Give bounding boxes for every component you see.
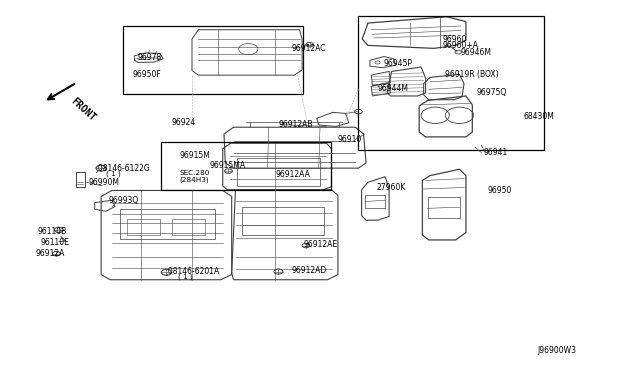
Text: 96960: 96960 [443, 35, 467, 44]
Text: 96924: 96924 [172, 118, 196, 126]
Text: 96946M: 96946M [461, 48, 492, 57]
Text: 96944M: 96944M [378, 84, 408, 93]
Text: 96912AA: 96912AA [275, 170, 310, 179]
Text: 96110B: 96110B [37, 227, 67, 236]
Bar [365, 195, 385, 208]
Bar [76, 172, 85, 187]
Text: ¸08146-6201A: ¸08146-6201A [165, 266, 220, 275]
Text: 96975Q: 96975Q [477, 88, 507, 97]
Text: J96900W3: J96900W3 [538, 346, 577, 355]
Text: 96941: 96941 [483, 148, 508, 157]
Text: ( 1 ): ( 1 ) [178, 273, 193, 280]
Text: 96950F: 96950F [132, 70, 161, 79]
Bar [242, 207, 324, 235]
Bar [172, 219, 205, 235]
Text: 96919R (BOX): 96919R (BOX) [445, 70, 499, 79]
Text: 96912A: 96912A [35, 249, 65, 258]
Text: ( 1 ): ( 1 ) [106, 170, 120, 177]
Bar [237, 158, 320, 186]
Text: 96915M: 96915M [179, 151, 210, 160]
Bar [161, 142, 331, 190]
Bar [358, 16, 544, 150]
Text: 96912AC: 96912AC [291, 44, 326, 53]
Text: 96912AD: 96912AD [291, 266, 326, 275]
Text: 96910: 96910 [338, 135, 362, 144]
Bar [428, 197, 460, 218]
Bar [127, 219, 160, 235]
Bar [123, 26, 303, 94]
Text: 27960K: 27960K [376, 183, 406, 192]
Text: SEC.280: SEC.280 [179, 170, 209, 176]
Text: 96110E: 96110E [40, 238, 69, 247]
Text: 96915MA: 96915MA [210, 161, 246, 170]
Text: 96993Q: 96993Q [109, 196, 139, 205]
Text: 96990M: 96990M [88, 178, 119, 187]
Text: FRONT: FRONT [69, 96, 98, 123]
Bar [120, 209, 215, 239]
Text: 96978: 96978 [138, 53, 162, 62]
Text: 96945P: 96945P [384, 60, 413, 68]
Text: 68430M: 68430M [524, 112, 554, 121]
Text: ¸08146-6122G: ¸08146-6122G [95, 164, 150, 173]
Text: 96950: 96950 [488, 186, 512, 195]
Text: 96960+A: 96960+A [443, 41, 479, 50]
Text: 96912AB: 96912AB [278, 120, 313, 129]
Text: 96912AE: 96912AE [304, 240, 338, 249]
Text: (284H3): (284H3) [179, 176, 209, 183]
